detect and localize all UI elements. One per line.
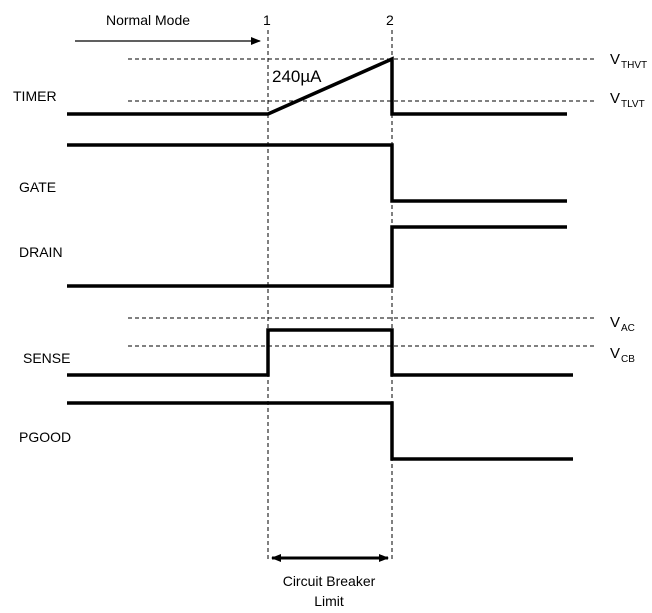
vcb-label: V CB: [610, 345, 635, 365]
signal-label-drain: DRAIN: [19, 244, 63, 260]
ramp-current-label: 240µA: [272, 67, 322, 86]
svg-text:AC: AC: [621, 323, 635, 334]
event-marker-2: 2: [386, 12, 394, 28]
gate-waveform: [67, 143, 567, 203]
pgood-waveform: [67, 401, 573, 461]
event-marker-1: 1: [263, 12, 271, 28]
svg-text:V: V: [610, 345, 620, 362]
signal-label-pgood: PGOOD: [19, 429, 71, 445]
timer-waveform: [67, 56, 567, 116]
circuit-breaker-caption-line2: Limit: [314, 593, 344, 609]
signal-label-gate: GATE: [19, 179, 56, 195]
svg-text:V: V: [610, 90, 620, 107]
circuit-breaker-caption-line1: Circuit Breaker: [283, 573, 376, 589]
vthvt-label: V THVT: [610, 51, 647, 71]
drain-waveform: [67, 225, 567, 288]
svg-text:CB: CB: [621, 354, 635, 365]
svg-text:V: V: [610, 51, 620, 68]
svg-text:V: V: [610, 314, 620, 331]
svg-text:TLVT: TLVT: [621, 99, 645, 110]
vtlvt-label: V TLVT: [610, 90, 645, 110]
sense-waveform: [67, 328, 573, 377]
vac-label: V AC: [610, 314, 635, 334]
svg-text:THVT: THVT: [621, 60, 647, 71]
signal-label-sense: SENSE: [23, 350, 70, 366]
normal-mode-label: Normal Mode: [106, 12, 190, 28]
signal-label-timer: TIMER: [13, 88, 57, 104]
